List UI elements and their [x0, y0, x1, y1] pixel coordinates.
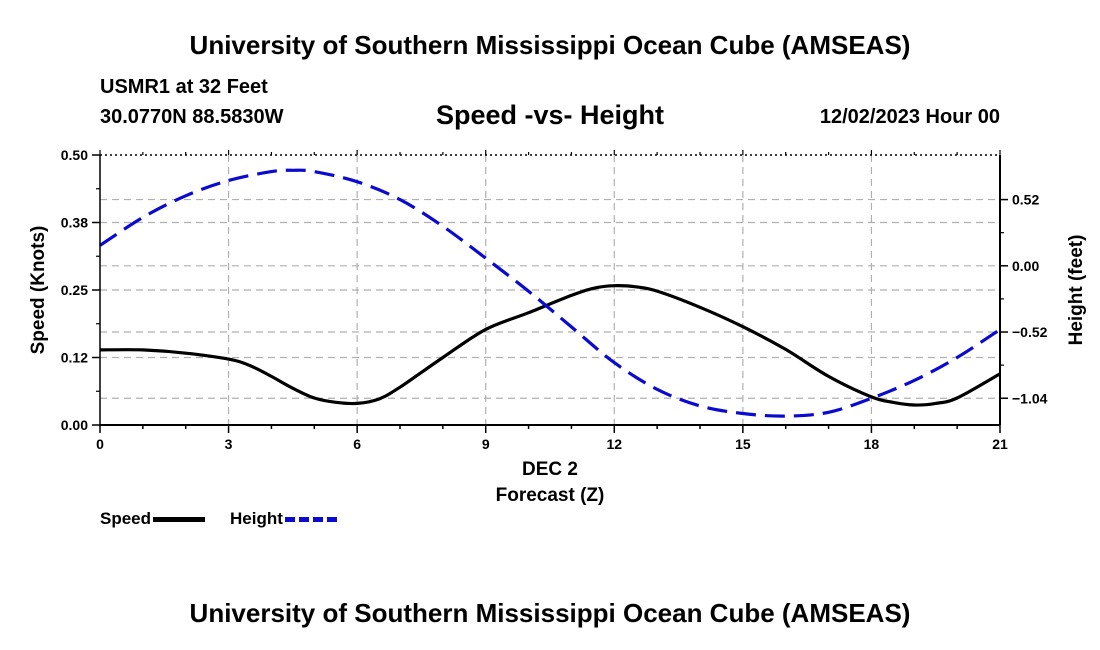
x-tick-label: 18 — [864, 436, 880, 452]
y-tick-label: 0.25 — [61, 282, 88, 298]
y2-tick-label: 0.00 — [1012, 258, 1039, 274]
legend-speed-label: Speed — [100, 509, 152, 528]
x-axis-date-label: DEC 2 — [522, 459, 578, 480]
series-line-height — [99, 168, 1001, 418]
axis-ticks: 0 3 6 9 12 15 18 21 0.00 0.12 0.25 0.38 0.50 0.52 0.00… — [61, 147, 1048, 452]
y2-axis-title: Height (feet) — [1066, 235, 1087, 346]
x-tick-label: 0 — [96, 436, 104, 452]
y-tick-label: 0.00 — [61, 417, 88, 433]
y-tick-label: 0.38 — [61, 215, 88, 231]
legend-height: Height — [230, 509, 337, 529]
page-title: University of Southern Mississippi Ocean… — [189, 30, 911, 60]
legend-speed: Speed — [100, 509, 206, 529]
y-axis-title: Speed (Knots) — [28, 226, 49, 355]
grid — [100, 155, 1000, 425]
coordinates-label: 30.0770N 88.5830W — [100, 106, 284, 128]
y2-tick-label: 0.52 — [1012, 192, 1039, 208]
y-tick-label: 0.50 — [61, 147, 88, 163]
station-label: USMR1 at 32 Feet — [100, 76, 268, 98]
footer-title: University of Southern Mississippi Ocean… — [189, 598, 911, 628]
series-layer — [99, 168, 1001, 418]
x-tick-label: 15 — [735, 436, 751, 452]
legend-height-label: Height — [230, 509, 283, 528]
y-tick-label: 0.12 — [61, 350, 88, 366]
y2-tick-label: −0.52 — [1012, 324, 1048, 340]
forecast-date-label: 12/02/2023 Hour 00 — [819, 106, 1000, 128]
x-tick-label: 12 — [606, 436, 622, 452]
x-tick-label: 3 — [225, 436, 233, 452]
y2-tick-label: −1.04 — [1012, 390, 1048, 406]
x-tick-label: 6 — [353, 436, 361, 452]
series-line-speed — [99, 284, 1001, 407]
x-tick-label: 9 — [482, 436, 490, 452]
x-axis-title: Forecast (Z) — [496, 485, 605, 506]
chart-title: Speed -vs- Height — [435, 100, 665, 130]
x-tick-label: 21 — [992, 436, 1008, 452]
legend-height-swatch — [284, 516, 337, 522]
legend-speed-swatch — [153, 516, 206, 522]
